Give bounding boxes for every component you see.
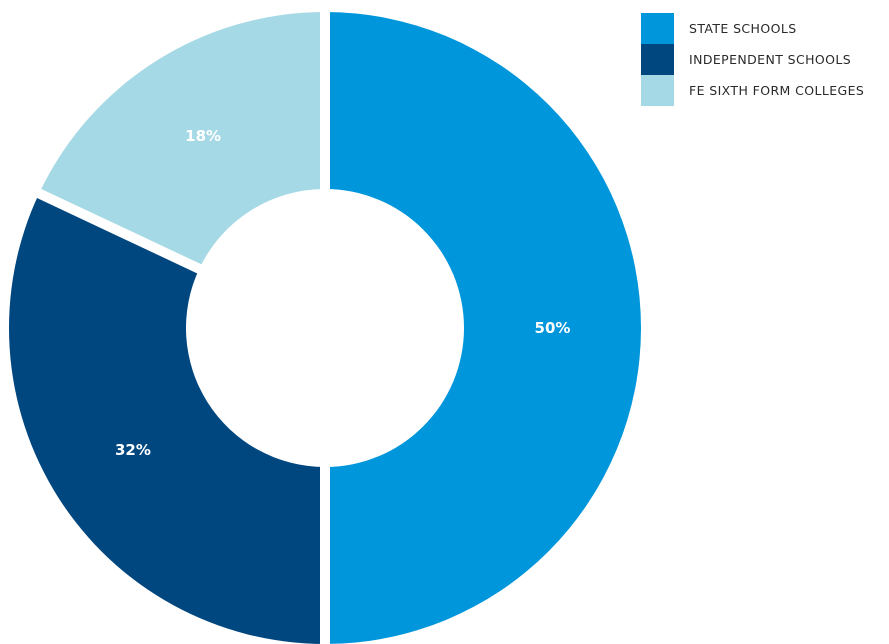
legend-label: STATE SCHOOLS — [689, 21, 797, 36]
legend-label: INDEPENDENT SCHOOLS — [689, 52, 852, 67]
slice-independent-schools — [9, 193, 325, 644]
legend-swatch-independent-schools — [641, 44, 674, 75]
data-label-fe-sixth-form-colleges: 18% — [185, 127, 221, 145]
data-label-independent-schools: 32% — [115, 441, 151, 459]
slice-fe-sixth-form-colleges — [39, 12, 326, 269]
legend-item-state-schools: STATE SCHOOLS — [641, 13, 889, 44]
slice-state-schools — [325, 12, 641, 644]
data-label-state-schools: 50% — [535, 319, 571, 337]
legend-label: FE SIXTH FORM COLLEGES — [689, 83, 865, 98]
legend-item-independent-schools: INDEPENDENT SCHOOLS — [641, 44, 889, 75]
legend-swatch-state-schools — [641, 13, 674, 44]
slice-separator — [35, 188, 204, 275]
legend-swatch-fe-sixth-form-colleges — [641, 75, 674, 106]
legend: STATE SCHOOLS INDEPENDENT SCHOOLS FE SIX… — [641, 13, 889, 106]
legend-item-fe-sixth-form-colleges: FE SIXTH FORM COLLEGES — [641, 75, 889, 106]
